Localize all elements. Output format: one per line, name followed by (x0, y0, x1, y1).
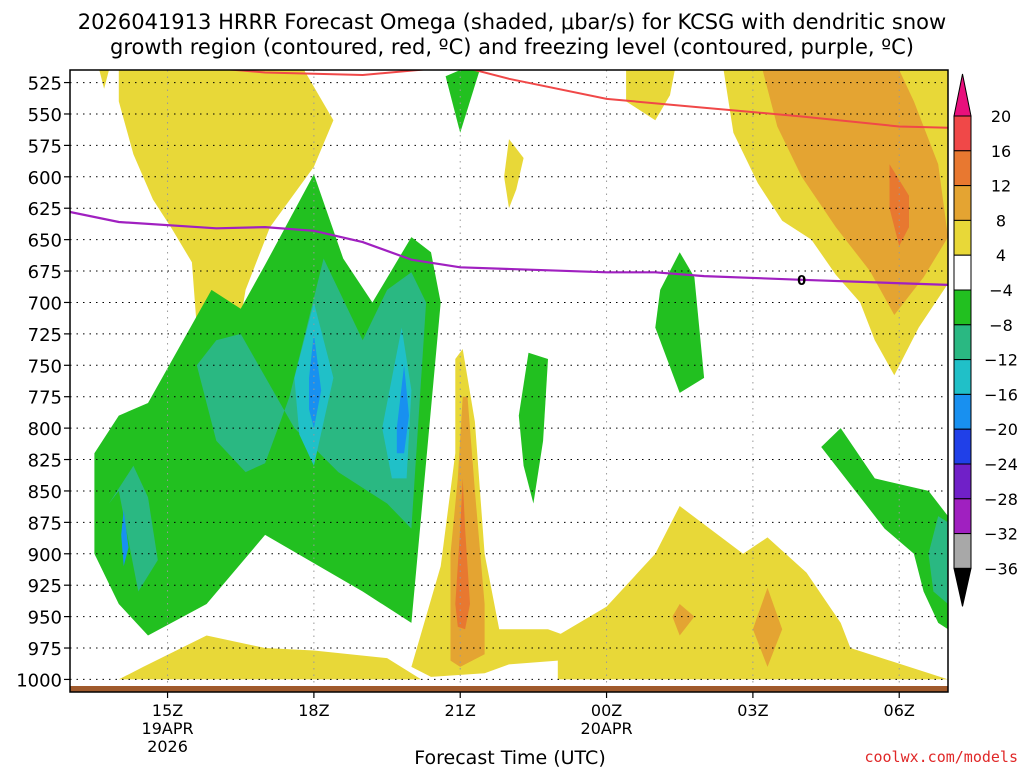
x-tick-date: 19APR (142, 719, 194, 738)
colorbar-band (953, 498, 972, 535)
colorbar-label: −8 (989, 316, 1013, 335)
colorbar-band (953, 289, 972, 326)
colorbar-label: −24 (984, 455, 1018, 474)
freezing-level-line (70, 210, 948, 286)
colorbar-top-arrow (953, 73, 972, 117)
colorbar-band (953, 324, 972, 361)
y-tick-label: 900 (28, 545, 62, 566)
y-tick-label: 750 (28, 356, 62, 377)
x-tick-label: 00Z (591, 701, 622, 720)
y-tick-label: 1000 (16, 670, 62, 691)
colorbar: 20 16 12 8 4 −4 −8 −12 −16 −20 −24 −28 −32 −36 (953, 73, 1018, 607)
colorbar-label: −36 (984, 559, 1018, 578)
y-tick-label: 975 (28, 639, 62, 660)
colorbar-label: −16 (984, 385, 1018, 404)
y-tick-label: 700 (28, 293, 62, 314)
y-tick-label: 950 (28, 608, 62, 629)
colorbar-band (953, 219, 972, 256)
x-tick-label: 18Z (298, 701, 329, 720)
y-tick-label: 550 (28, 105, 62, 126)
omega-region (762, 70, 948, 315)
colorbar-label: 16 (991, 142, 1011, 161)
y-tick-label: 600 (28, 168, 62, 189)
chart-title-line2: growth region (contoured, red, ºC) and f… (110, 35, 914, 59)
y-tick-label: 850 (28, 482, 62, 503)
colorbar-label: −20 (984, 420, 1018, 439)
y-tick-label: 650 (28, 231, 62, 252)
plot-frame (69, 69, 949, 693)
colorbar-label: −4 (989, 281, 1013, 300)
omega-region (445, 70, 480, 133)
omega-region (396, 365, 409, 454)
omega-region (928, 516, 948, 604)
colorbar-band (953, 185, 972, 221)
omega-region (309, 333, 322, 429)
x-tick-date: 20APR (581, 719, 633, 738)
y-tick-label: 800 (28, 419, 62, 440)
omega-region (121, 509, 129, 567)
colorbar-band (953, 428, 972, 465)
omega-region (752, 587, 783, 667)
omega-shading (94, 70, 948, 680)
colorbar-band (953, 463, 972, 500)
y-tick-label: 625 (28, 199, 62, 220)
omega-region (655, 252, 705, 393)
colorbar-band (953, 150, 972, 187)
x-tick-year: 2026 (147, 737, 188, 756)
omega-region (889, 164, 909, 246)
omega-region (99, 70, 109, 89)
y-tick-label: 725 (28, 325, 62, 346)
x-tick-label: 03Z (737, 701, 768, 720)
y-tick-label: 825 (28, 451, 62, 472)
colorbar-band (953, 115, 972, 152)
omega-region (557, 506, 948, 680)
y-tick-label: 675 (28, 262, 62, 283)
colorbar-bottom-arrow (953, 567, 972, 607)
colorbar-label: −28 (984, 490, 1018, 509)
colorbar-band (953, 393, 972, 430)
x-tick-label: 21Z (445, 701, 476, 720)
freezing-level-label: 0 (797, 274, 806, 289)
ground-strip (70, 686, 948, 692)
colorbar-label: 8 (996, 211, 1006, 230)
colorbar-label: −32 (984, 525, 1018, 544)
y-tick-label: 775 (28, 388, 62, 409)
omega-region (821, 428, 948, 630)
chart-title-line1: 2026041913 HRRR Forecast Omega (shaded, … (78, 10, 946, 34)
omega-region (118, 635, 422, 680)
y-tick-label: 575 (28, 136, 62, 157)
omega-region (504, 139, 524, 209)
y-axis: 525 550 575 600 625 650 675 700 725 750 775 800 825 8… (16, 74, 70, 691)
colorbar-band (953, 254, 972, 291)
y-tick-label: 925 (28, 576, 62, 597)
y-tick-label: 525 (28, 74, 62, 95)
credit-text: coolwx.com/models (864, 748, 1018, 766)
omega-region (518, 352, 548, 504)
colorbar-band (953, 533, 972, 569)
omega-region (109, 465, 158, 592)
x-tick-label: 15Z (152, 701, 183, 720)
omega-region (672, 604, 695, 636)
colorbar-label: −12 (984, 351, 1018, 370)
colorbar-label: 20 (991, 107, 1011, 126)
x-tick-label: 06Z (884, 701, 915, 720)
x-axis-label: Forecast Time (UTC) (414, 747, 605, 768)
colorbar-label: 12 (991, 177, 1011, 196)
colorbar-label: 4 (996, 246, 1006, 265)
y-tick-label: 875 (28, 513, 62, 534)
dgz-contour-line (224, 70, 948, 129)
colorbar-band (953, 359, 972, 395)
plot-area (70, 70, 948, 692)
omega-region (455, 478, 470, 630)
